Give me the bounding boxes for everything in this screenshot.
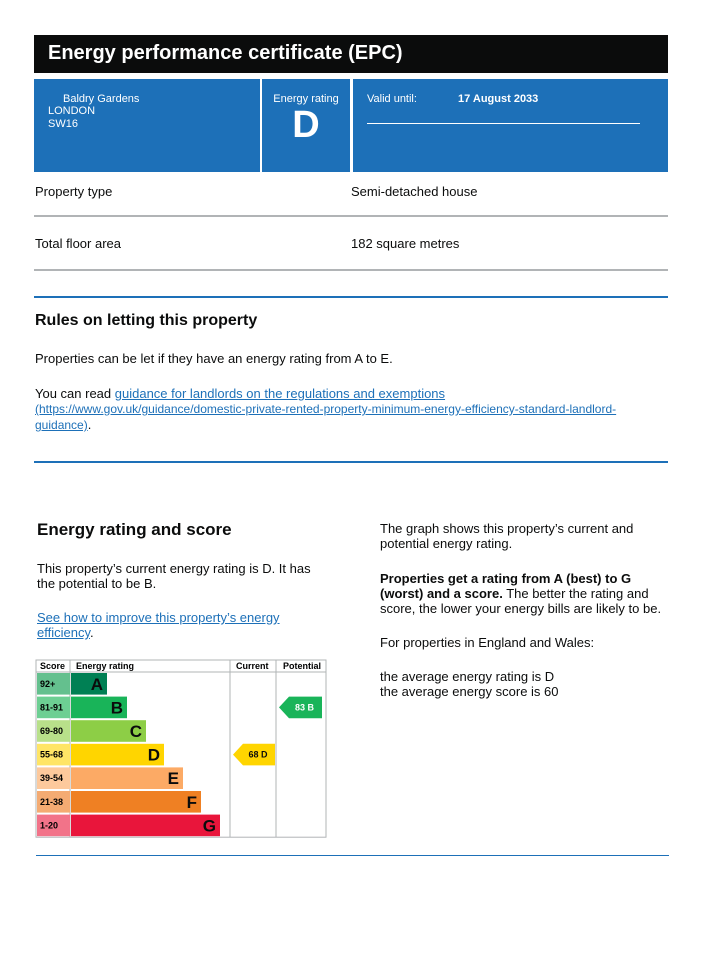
paragraph: Properties can be let if they have an en… xyxy=(35,351,393,366)
divider xyxy=(36,855,669,856)
chart-frame xyxy=(35,659,327,838)
text: . xyxy=(90,625,94,640)
score-cell xyxy=(37,743,70,766)
bold-text: Properties get a rating from A (best) to… xyxy=(380,571,632,601)
section-title: Energy rating and score xyxy=(37,520,232,539)
column-header: Potential xyxy=(283,661,321,671)
detail-label: Property type xyxy=(35,184,113,199)
column-header: Current xyxy=(236,661,269,671)
divider xyxy=(34,296,668,298)
valid-label: Valid until: xyxy=(367,93,417,105)
band-letter: E xyxy=(168,769,179,788)
section-title: Rules on letting this property xyxy=(35,312,258,329)
title-bar: Energy performance certificate (EPC) xyxy=(34,35,668,73)
band-bar xyxy=(71,720,146,742)
band-score: 21-38 xyxy=(40,797,63,807)
band-letter: B xyxy=(111,698,123,717)
text: You can read xyxy=(35,386,115,401)
divider xyxy=(367,123,640,124)
valid-date: 17 August 2033 xyxy=(458,93,539,105)
band-bar xyxy=(71,743,164,766)
score-cell xyxy=(37,720,70,742)
paragraph: The graph shows this property’s current … xyxy=(380,521,634,551)
address-box: Baldry Gardens LONDON SW16 xyxy=(34,79,260,172)
average: the average energy score is 60 xyxy=(380,684,559,699)
band-bar xyxy=(71,791,201,813)
title: Energy performance certificate (EPC) xyxy=(48,42,403,64)
band-bar xyxy=(71,696,127,719)
detail-label: Total floor area xyxy=(35,236,121,251)
address-line: LONDON xyxy=(48,105,96,117)
link[interactable]: See how to improve this property’s energ… xyxy=(37,610,280,640)
paragraph: This property’s current energy rating is… xyxy=(37,561,311,591)
rating-label: Energy rating xyxy=(273,93,339,105)
rating-letter: D xyxy=(261,750,268,760)
band-score: 55-68 xyxy=(40,750,63,760)
average: the average energy rating is D xyxy=(380,669,555,684)
rating-score: 83 xyxy=(295,702,305,712)
rating-letter: B xyxy=(308,702,315,712)
rating-value: 83 B xyxy=(295,702,315,712)
link-url[interactable]: (https://www.gov.uk/guidance/domestic-pr… xyxy=(35,402,617,432)
divider xyxy=(34,215,668,217)
text: . xyxy=(87,417,92,432)
band-bar xyxy=(71,673,107,695)
link[interactable]: guidance for landlords on the regulation… xyxy=(114,386,446,401)
rating-value: 68 D xyxy=(248,750,268,760)
rating-arrow xyxy=(233,743,275,766)
paragraph: Properties get a rating from A (best) to… xyxy=(380,571,675,616)
divider xyxy=(34,461,668,463)
column-header: Score xyxy=(40,661,65,671)
rating-box: Energy rating D xyxy=(262,79,350,172)
score-cell xyxy=(37,673,70,695)
score-cell xyxy=(37,696,70,719)
band-score: 81-91 xyxy=(40,702,63,712)
rating-arrow xyxy=(279,696,322,719)
rating: D xyxy=(292,104,320,146)
score-cell xyxy=(37,767,70,789)
text: The better the rating and score, the low… xyxy=(380,586,662,616)
column-header: Energy rating xyxy=(76,661,134,671)
score-cell xyxy=(37,791,70,813)
band-letter: A xyxy=(91,675,103,694)
divider xyxy=(34,269,668,271)
band-letter: D xyxy=(148,746,160,765)
paragraph: For properties in England and Wales: xyxy=(380,635,595,650)
address-line: Baldry Gardens xyxy=(63,93,140,105)
address-line: SW16 xyxy=(48,118,78,130)
band-score: 1-20 xyxy=(40,820,58,830)
band-score: 92+ xyxy=(40,679,55,689)
detail-value: 182 square metres xyxy=(351,236,460,251)
band-bar xyxy=(71,767,183,789)
score-cell xyxy=(37,814,70,837)
band-bar xyxy=(71,814,220,837)
detail-value: Semi-detached house xyxy=(351,184,478,199)
rating-score: 68 xyxy=(248,750,258,760)
valid-box: Valid until: 17 August 2033 xyxy=(353,79,668,172)
paragraph: You can read guidance for landlords on t… xyxy=(35,386,635,433)
band-letter: F xyxy=(187,793,197,812)
band-score: 69-80 xyxy=(40,726,63,736)
band-letter: C xyxy=(130,722,142,741)
band-score: 39-54 xyxy=(40,773,63,783)
band-letter: G xyxy=(203,816,216,835)
paragraph: See how to improve this property’s energ… xyxy=(37,610,307,640)
